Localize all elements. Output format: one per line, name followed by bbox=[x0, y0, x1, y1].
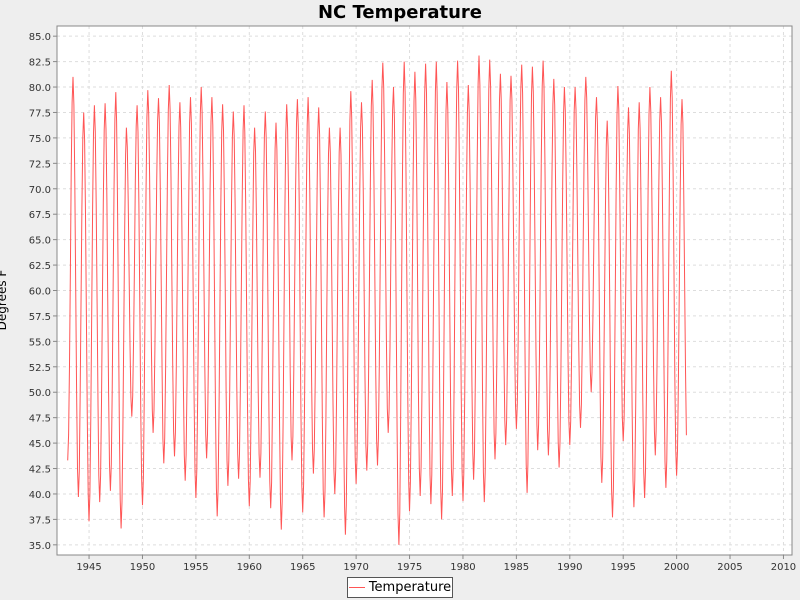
y-axis-label: Degrees F bbox=[0, 270, 9, 331]
series-line-temperature bbox=[67, 55, 687, 545]
y-tick-label: 37.5 bbox=[29, 515, 51, 526]
x-tick-label: 1980 bbox=[450, 562, 475, 573]
y-tick-label: 45.0 bbox=[29, 439, 51, 450]
axes: 35.0 37.5 40.0 42.5 45.0 47.5 50.0 52.5 55.0 57.5… bbox=[29, 25, 796, 573]
y-tick-label: 77.5 bbox=[29, 108, 51, 119]
x-tick-label: 1955 bbox=[183, 562, 208, 573]
x-tick-label: 1970 bbox=[343, 562, 368, 573]
y-tick-label: 67.5 bbox=[29, 210, 51, 221]
y-tick-label: 50.0 bbox=[29, 388, 51, 399]
x-tick-label: 1960 bbox=[237, 562, 262, 573]
y-tick-label: 57.5 bbox=[29, 312, 51, 323]
y-tick-label: 72.5 bbox=[29, 159, 51, 170]
x-tick-label: 1965 bbox=[290, 562, 315, 573]
y-tick-label: 40.0 bbox=[29, 490, 51, 501]
legend-swatch bbox=[348, 587, 365, 588]
x-tick-label: 1995 bbox=[610, 562, 635, 573]
x-tick-label: 2010 bbox=[771, 562, 796, 573]
y-tick-label: 35.0 bbox=[29, 541, 51, 552]
y-tick-label: 80.0 bbox=[29, 83, 51, 94]
x-tick-label: 1945 bbox=[76, 562, 101, 573]
y-tick-label: 75.0 bbox=[29, 134, 51, 145]
x-tick-label: 2005 bbox=[717, 562, 742, 573]
y-tick-label: 62.5 bbox=[29, 261, 51, 272]
x-tick-label: 1990 bbox=[557, 562, 582, 573]
x-tick-label: 1950 bbox=[130, 562, 155, 573]
y-tick-label: 70.0 bbox=[29, 185, 51, 196]
y-tick-label: 52.5 bbox=[29, 363, 51, 374]
y-tick-label: 55.0 bbox=[29, 337, 51, 348]
y-tick-label: 60.0 bbox=[29, 287, 51, 298]
series-layer bbox=[67, 55, 687, 545]
legend-label: Temperature bbox=[368, 580, 452, 595]
y-tick-label: 42.5 bbox=[29, 465, 51, 476]
x-tick-label: 1985 bbox=[504, 562, 529, 573]
x-tick-label: 1975 bbox=[397, 562, 422, 573]
chart-title: NC Temperature bbox=[317, 2, 482, 23]
legend: Temperature bbox=[347, 577, 453, 598]
plot-border bbox=[56, 25, 793, 556]
x-tick-label: 2000 bbox=[664, 562, 689, 573]
y-tick-label: 82.5 bbox=[29, 58, 51, 69]
y-tick-label: 85.0 bbox=[29, 32, 51, 43]
y-tick-label: 65.0 bbox=[29, 236, 51, 247]
y-tick-label: 47.5 bbox=[29, 414, 51, 425]
